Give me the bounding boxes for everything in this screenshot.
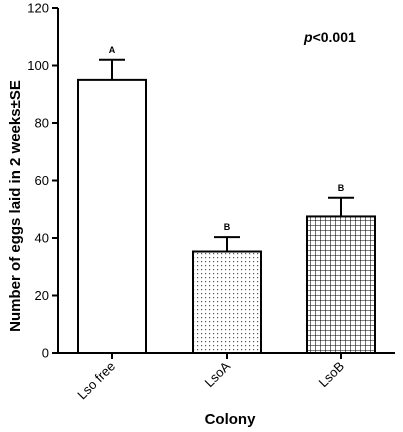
bar (77, 78, 147, 354)
x-tick-label: LsoB (316, 359, 348, 391)
significance-letter: B (224, 222, 231, 232)
plot-area: 0 20 40 60 80 100 120 A Lso free B LsoA B LsoB (27, 1, 395, 403)
error-bar (99, 58, 125, 80)
significance-letter: A (109, 45, 116, 55)
y-tick-label: 80 (35, 116, 49, 131)
y-tick-label: 120 (27, 1, 49, 16)
x-tick-label: LsoA (202, 358, 234, 390)
y-tick-label: 0 (42, 346, 49, 361)
error-bar (328, 196, 354, 217)
x-axis-title: Colony (205, 411, 256, 428)
significance-letter: B (338, 183, 345, 193)
bar (306, 215, 376, 354)
p-value-symbol: p (303, 29, 313, 45)
p-value-annotation: p<0.001 (303, 29, 356, 45)
error-bar (214, 236, 240, 252)
y-tick-label: 60 (35, 173, 49, 188)
x-tick-label: Lso free (74, 359, 118, 403)
bar (192, 250, 262, 354)
p-value-threshold: <0.001 (313, 29, 356, 45)
y-axis-title: Number of eggs laid in 2 weeks±SE (7, 80, 24, 332)
y-tick-label: 100 (27, 58, 49, 73)
y-tick-label: 40 (35, 231, 49, 246)
y-tick-label: 20 (35, 288, 49, 303)
